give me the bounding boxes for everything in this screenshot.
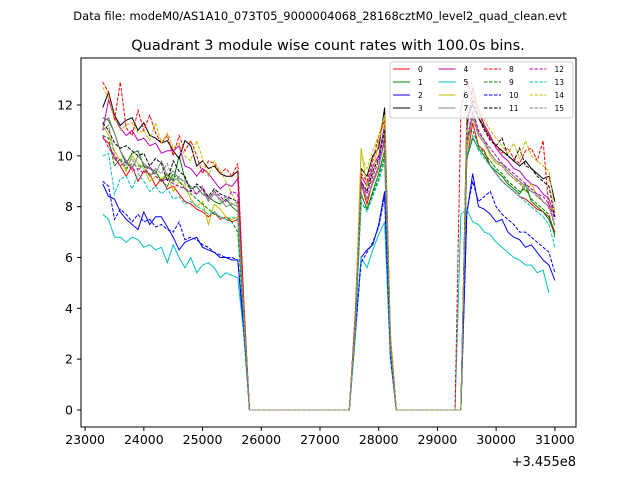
y-tick-label: 4	[65, 301, 73, 316]
legend-label: 13	[555, 78, 565, 87]
legend-label: 15	[555, 104, 565, 113]
y-tick-label: 0	[65, 402, 73, 417]
y-tick-label: 12	[57, 98, 73, 113]
chart-title: Quadrant 3 module wise count rates with …	[131, 38, 525, 54]
plot-frame	[80, 57, 577, 428]
legend-label: 0	[418, 65, 423, 74]
y-tick-label: 2	[65, 352, 73, 367]
legend-label: 9	[509, 78, 514, 87]
x-axis: 23000 24000 25000 26000 27000 28000 29000 30000…	[65, 427, 575, 447]
legend-label: 14	[555, 91, 565, 100]
legend-label: 2	[418, 91, 423, 100]
y-tick-label: 10	[57, 148, 73, 163]
legend-label: 7	[464, 104, 469, 113]
legend-label: 11	[509, 104, 519, 113]
legend-label: 5	[464, 78, 469, 87]
x-tick-label: 29000	[418, 432, 458, 447]
y-axis: 0 2 4 6 8 10 12	[57, 98, 81, 417]
legend-label: 3	[418, 104, 423, 113]
legend-label: 4	[464, 65, 469, 74]
x-tick-label: 30000	[476, 432, 516, 447]
x-tick-label: 31000	[535, 432, 575, 447]
legend-label: 12	[555, 65, 565, 74]
x-offset-label: +3.455e8	[512, 455, 576, 470]
series-line-15	[102, 115, 556, 411]
x-tick-label: 23000	[65, 432, 105, 447]
legend-label: 1	[418, 78, 423, 87]
x-tick-label: 27000	[300, 432, 340, 447]
y-tick-label: 8	[65, 199, 73, 214]
legend-label: 6	[464, 91, 469, 100]
x-tick-label: 26000	[241, 432, 281, 447]
x-tick-label: 25000	[183, 432, 223, 447]
suptitle: Data file: modeM0/AS1A10_073T05_90000040…	[73, 9, 567, 23]
y-tick-label: 6	[65, 250, 73, 265]
legend-label: 10	[509, 91, 519, 100]
legend-label: 8	[509, 65, 514, 74]
legend-box	[389, 61, 574, 119]
x-tick-label: 24000	[124, 432, 164, 447]
x-tick-label: 28000	[359, 432, 399, 447]
